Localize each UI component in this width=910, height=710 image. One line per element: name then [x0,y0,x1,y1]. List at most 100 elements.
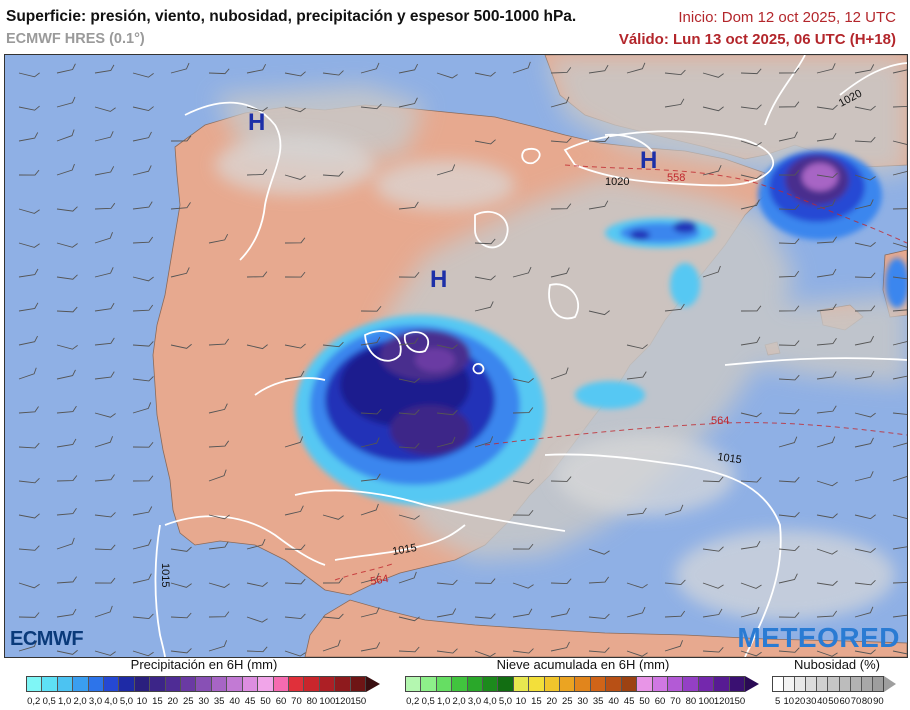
wind-barb [360,473,381,482]
snow-tick-label: 35 [592,696,604,707]
snow-tick-label: 4,0 [483,696,497,707]
wind-barb [816,405,837,414]
wind-barb [550,578,572,585]
cloud-tick-label: 40 [817,696,828,707]
cloud-legend-title: Nubosidad (%) [794,657,880,672]
snow-swatch [452,677,468,691]
wind-barb [854,272,876,279]
snow-swatch [575,677,591,691]
wind-barb [398,377,420,383]
wind-barb [284,271,306,278]
wind-barb [18,367,37,380]
cloud-swatch [850,677,862,691]
precip-tick-label: 80 [306,696,318,707]
wind-barb [132,106,154,112]
wind-barb [56,206,78,212]
wind-barb [892,100,907,108]
wind-barb [626,62,646,74]
wind-barb [512,648,534,654]
wind-barb [626,507,647,516]
wind-barb [94,231,113,244]
wind-barb [626,582,648,589]
wind-barb [132,650,154,657]
snow-tick-label: 3,0 [467,696,482,707]
wind-barb [588,136,610,142]
snow-swatch [729,677,744,691]
wind-barb [550,267,570,278]
precip-swatch [73,677,89,691]
wind-barb [892,369,907,380]
cloud-tick-label: 80 [861,696,873,707]
snow-swatch [667,677,684,691]
wind-barb [322,639,341,652]
precip-swatch [350,677,365,691]
wind-barb [284,650,306,657]
wind-barb [132,236,154,244]
wind-barb [892,409,907,416]
precip-swatch [319,677,336,691]
precip-legend-title: Precipitación en 6H (mm) [130,657,278,672]
isobar-label-1015-c: 1015 [159,563,171,587]
wind-barb [550,607,571,618]
wind-barb [778,436,798,448]
wind-barb [664,640,684,652]
isobar-label-1015-a: 1015 [717,451,743,466]
wind-barb [474,275,496,281]
wind-barb [56,649,78,655]
wind-barb [18,268,39,278]
wind-barb [816,513,838,519]
wind-barb [892,469,907,482]
snow-tick-label: 2,0 [452,696,466,707]
wind-barb [284,613,306,619]
wind-barb [322,613,344,619]
wind-barb [94,337,115,346]
wind-barb [170,343,192,349]
isobars [154,55,907,657]
precip-swatch [258,677,274,691]
wind-barb [854,105,876,111]
wind-barb [550,641,570,652]
precip-tick-label: 120 [334,696,351,707]
wind-barb [702,165,722,176]
wind-barb [854,649,876,655]
wind-barb [740,174,762,180]
wind-barb [246,169,268,176]
wind-barb [360,642,381,652]
wind-barb [892,274,907,280]
wind-barb [512,378,534,383]
precip-tick-label: 70 [291,696,302,707]
wind-barb [18,169,40,176]
snow-tick-label: 20 [546,696,558,707]
wind-barb [854,514,876,520]
wind-barb [474,578,496,584]
wind-barb [778,476,800,483]
weather-map[interactable]: H H H 1020 1020 1015 1015 1015 558 564 5… [4,54,908,658]
snow-tick-label: 45 [623,696,635,707]
wind-barb [740,104,762,110]
precip-swatch [88,677,105,691]
wind-barb [892,540,907,550]
cloud-tick-label: 10 [783,696,795,707]
wind-barb [778,169,800,176]
precip-swatch [227,677,243,691]
wind-barb [208,338,230,346]
wind-barb [360,336,381,346]
wind-barb [892,514,907,520]
snow-tick-label: 0,5 [421,696,435,707]
wind-barb [322,514,344,520]
wind-barb [18,72,40,78]
thickness-label-558: 558 [667,172,685,184]
wind-barb [56,163,75,176]
wind-barb [208,403,228,414]
precip-tick-label: 40 [229,696,240,707]
wind-barb [56,405,77,414]
wind-barb [892,576,907,584]
wind-barb [664,610,686,618]
wind-barb [892,203,907,210]
wind-barb [588,64,609,74]
wind-barb [778,305,800,312]
precip-catalonia [758,150,882,240]
wind-barb [512,266,532,278]
wind-barb [398,571,417,584]
snow-tick-label: 150 [729,696,746,707]
